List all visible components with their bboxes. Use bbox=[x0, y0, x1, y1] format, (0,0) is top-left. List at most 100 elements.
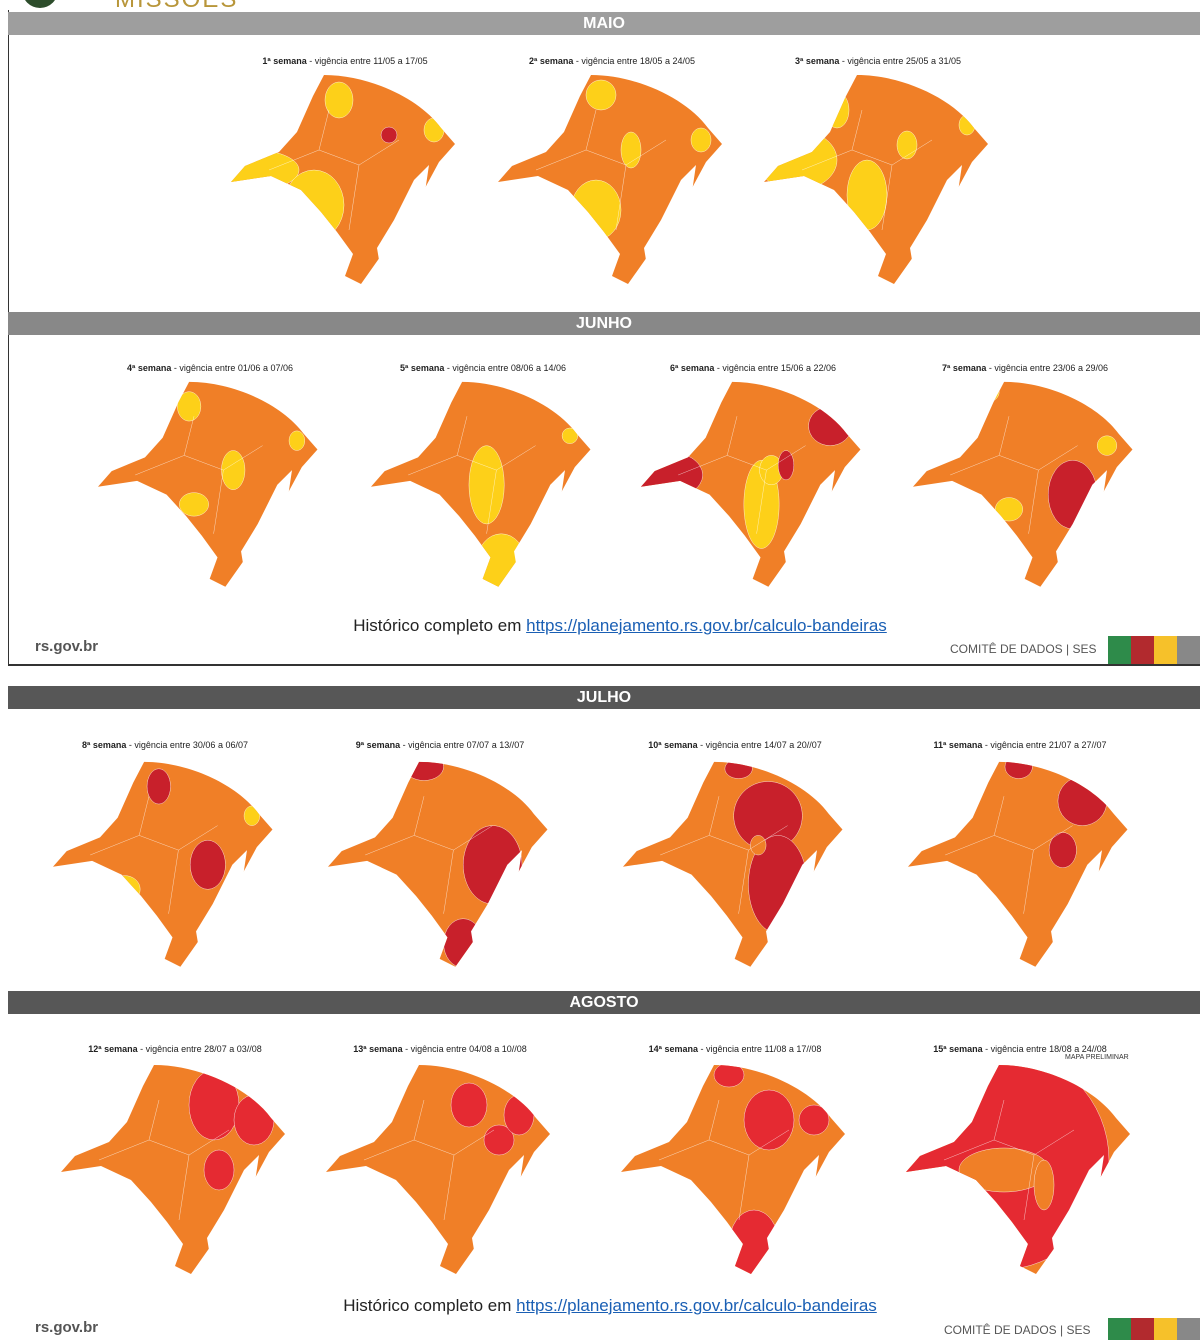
lagoon bbox=[471, 850, 523, 944]
map-region bbox=[503, 1094, 535, 1136]
week-label: 1ª semana bbox=[262, 56, 307, 66]
week-label: 9ª semana bbox=[355, 740, 401, 750]
lagoon bbox=[241, 470, 293, 564]
map-region bbox=[846, 159, 888, 231]
week-period: - vigência entre 23/06 a 29/06 bbox=[986, 363, 1108, 373]
section-title: JUNHO bbox=[8, 312, 1200, 335]
week-period: - vigência entre 15/06 a 22/06 bbox=[714, 363, 836, 373]
week-period: - vigência entre 25/05 a 31/05 bbox=[839, 56, 961, 66]
week-caption: 10ª semana - vigência entre 14/07 a 20//… bbox=[648, 740, 821, 750]
history-link[interactable]: https://planejamento.rs.gov.br/calculo-b… bbox=[526, 616, 887, 635]
map-region bbox=[1058, 776, 1108, 826]
region-map bbox=[641, 381, 861, 587]
map-region bbox=[995, 497, 1024, 522]
region-map bbox=[371, 381, 591, 587]
map-base bbox=[231, 75, 455, 284]
map-base bbox=[98, 381, 318, 587]
map-region bbox=[75, 776, 116, 807]
region-map bbox=[906, 1065, 1130, 1274]
week-label: 13ª semana bbox=[353, 1044, 403, 1054]
flag-swatch bbox=[1108, 1318, 1131, 1340]
week-period: - vigência entre 18/05 a 24/05 bbox=[573, 56, 695, 66]
flag-swatch bbox=[1154, 636, 1177, 664]
section-title: AGOSTO bbox=[8, 991, 1200, 1014]
week-period: - vigência entre 01/06 a 07/06 bbox=[171, 363, 293, 373]
map-region bbox=[764, 129, 838, 191]
region-map bbox=[913, 381, 1133, 587]
week-label: 11ª semana bbox=[933, 740, 983, 750]
flag-swatch bbox=[1154, 1318, 1177, 1340]
region-map bbox=[328, 761, 548, 967]
week-period: - vigência entre 11/08 a 17//08 bbox=[697, 1044, 822, 1054]
region-map bbox=[908, 761, 1128, 967]
map-region bbox=[979, 381, 1000, 402]
week-caption: 7ª semana - vigência entre 23/06 a 29/06 bbox=[942, 363, 1108, 373]
map-region bbox=[620, 131, 642, 169]
week-caption: 4ª semana - vigência entre 01/06 a 07/06 bbox=[127, 363, 293, 373]
map-region bbox=[750, 835, 767, 856]
history-label: Histórico completo em bbox=[353, 616, 522, 635]
map-region bbox=[1049, 832, 1078, 868]
site-label: rs.gov.br bbox=[35, 638, 99, 655]
lagoon bbox=[910, 165, 962, 260]
week-caption: 13ª semana - vigência entre 04/08 a 10//… bbox=[353, 1044, 526, 1054]
history-label: Histórico completo em bbox=[343, 1296, 512, 1315]
committee-label: COMITÊ DE DADOS | SES bbox=[950, 642, 1097, 656]
week-label: 7ª semana bbox=[942, 363, 987, 373]
week-caption: 6ª semana - vigência entre 15/06 a 22/06 bbox=[670, 363, 836, 373]
week-period: - vigência entre 07/07 a 13//07 bbox=[400, 740, 525, 750]
map-region bbox=[585, 79, 617, 111]
week-caption: 12ª semana - vigência entre 28/07 a 03//… bbox=[88, 1044, 261, 1054]
map-region bbox=[380, 126, 398, 144]
flag-swatch bbox=[1177, 1318, 1200, 1340]
map-region bbox=[423, 117, 445, 143]
week-caption: 15ª semana - vigência entre 18/08 a 24//… bbox=[933, 1044, 1106, 1054]
week-caption: 14ª semana - vigência entre 11/08 a 17//… bbox=[649, 1044, 822, 1054]
map-base bbox=[498, 75, 722, 284]
week-period: - vigência entre 04/08 a 10//08 bbox=[402, 1044, 527, 1054]
map-region bbox=[233, 1094, 275, 1146]
map-region bbox=[469, 445, 505, 525]
slide-frame bbox=[8, 10, 1200, 666]
map-region bbox=[824, 91, 850, 129]
region-map bbox=[61, 1065, 285, 1274]
map-region bbox=[476, 533, 527, 587]
region-map bbox=[498, 75, 722, 284]
week-caption: 8ª semana - vigência entre 30/06 a 06/07 bbox=[82, 740, 248, 750]
week-caption: 11ª semana - vigência entre 21/07 a 27//… bbox=[934, 740, 1107, 750]
region-map bbox=[53, 761, 273, 967]
week-label: 6ª semana bbox=[670, 363, 715, 373]
lagoon bbox=[644, 165, 696, 260]
site-label: rs.gov.br bbox=[35, 1319, 99, 1336]
lagoon bbox=[514, 470, 566, 564]
week-period: - vigência entre 14/07 a 20//07 bbox=[697, 740, 822, 750]
week-caption: 2ª semana - vigência entre 18/05 a 24/05 bbox=[529, 56, 695, 66]
week-period: - vigência entre 28/07 a 03//08 bbox=[137, 1044, 262, 1054]
map-region bbox=[1097, 435, 1118, 456]
map-region bbox=[108, 875, 141, 904]
week-label: 14ª semana bbox=[648, 1044, 698, 1054]
lagoon bbox=[472, 1155, 524, 1250]
week-caption: 1ª semana - vigência entre 11/05 a 17/05 bbox=[262, 56, 427, 66]
map-region bbox=[570, 179, 622, 241]
week-period: - vigência entre 18/08 a 24//08 bbox=[982, 1044, 1107, 1054]
map-region bbox=[1005, 761, 1033, 779]
lagoon bbox=[377, 165, 429, 260]
region-map bbox=[764, 75, 988, 284]
lagoon bbox=[766, 850, 818, 944]
week-caption: 3ª semana - vigência entre 25/05 a 31/05 bbox=[795, 56, 961, 66]
week-label: 10ª semana bbox=[648, 740, 698, 750]
header-title: MISSÕES bbox=[115, 0, 238, 14]
map-region bbox=[221, 450, 246, 490]
map-base bbox=[328, 761, 548, 967]
flag-swatch bbox=[1131, 636, 1154, 664]
map-region bbox=[244, 805, 261, 826]
map-region bbox=[958, 114, 976, 136]
week-label: 3ª semana bbox=[795, 56, 840, 66]
map-region bbox=[778, 450, 795, 481]
map-region bbox=[562, 427, 579, 444]
region-map bbox=[623, 761, 843, 967]
history-link[interactable]: https://planejamento.rs.gov.br/calculo-b… bbox=[516, 1296, 877, 1315]
week-caption: 5ª semana - vigência entre 08/06 a 14/06 bbox=[400, 363, 566, 373]
flag-swatch bbox=[1108, 636, 1131, 664]
